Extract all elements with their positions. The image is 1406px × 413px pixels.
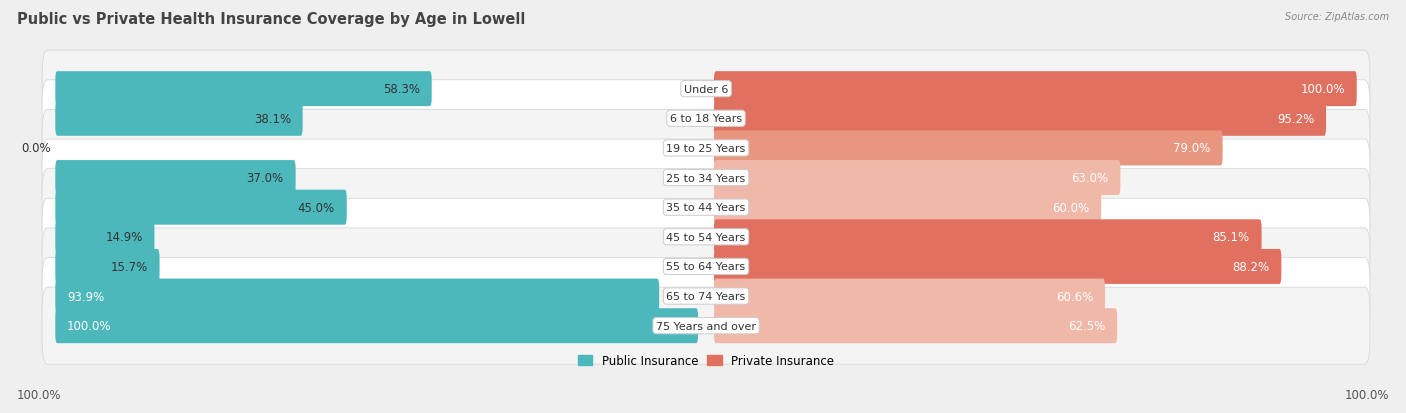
Text: Source: ZipAtlas.com: Source: ZipAtlas.com bbox=[1285, 12, 1389, 22]
Text: 0.0%: 0.0% bbox=[21, 142, 51, 155]
FancyBboxPatch shape bbox=[55, 309, 699, 343]
FancyBboxPatch shape bbox=[55, 161, 295, 195]
Text: 100.0%: 100.0% bbox=[1344, 388, 1389, 401]
FancyBboxPatch shape bbox=[714, 131, 1223, 166]
Text: 38.1%: 38.1% bbox=[253, 112, 291, 126]
FancyBboxPatch shape bbox=[42, 169, 1369, 246]
FancyBboxPatch shape bbox=[714, 102, 1326, 136]
FancyBboxPatch shape bbox=[55, 102, 302, 136]
Text: Under 6: Under 6 bbox=[683, 84, 728, 95]
Text: 15.7%: 15.7% bbox=[111, 260, 148, 273]
Text: 65 to 74 Years: 65 to 74 Years bbox=[666, 291, 745, 301]
Text: 75 Years and over: 75 Years and over bbox=[657, 321, 756, 331]
Legend: Public Insurance, Private Insurance: Public Insurance, Private Insurance bbox=[574, 350, 839, 372]
Text: 55 to 64 Years: 55 to 64 Years bbox=[666, 262, 745, 272]
FancyBboxPatch shape bbox=[714, 72, 1357, 107]
Text: 37.0%: 37.0% bbox=[246, 172, 284, 185]
Text: 100.0%: 100.0% bbox=[67, 319, 111, 332]
Text: 100.0%: 100.0% bbox=[17, 388, 62, 401]
Text: Public vs Private Health Insurance Coverage by Age in Lowell: Public vs Private Health Insurance Cover… bbox=[17, 12, 526, 27]
FancyBboxPatch shape bbox=[55, 190, 347, 225]
Text: 79.0%: 79.0% bbox=[1174, 142, 1211, 155]
FancyBboxPatch shape bbox=[55, 72, 432, 107]
FancyBboxPatch shape bbox=[714, 190, 1101, 225]
Text: 85.1%: 85.1% bbox=[1212, 231, 1250, 244]
FancyBboxPatch shape bbox=[714, 249, 1281, 284]
Text: 6 to 18 Years: 6 to 18 Years bbox=[671, 114, 742, 124]
FancyBboxPatch shape bbox=[55, 249, 159, 284]
Text: 95.2%: 95.2% bbox=[1277, 112, 1315, 126]
Text: 88.2%: 88.2% bbox=[1233, 260, 1270, 273]
Text: 19 to 25 Years: 19 to 25 Years bbox=[666, 144, 745, 154]
Text: 62.5%: 62.5% bbox=[1069, 319, 1105, 332]
Text: 35 to 44 Years: 35 to 44 Years bbox=[666, 203, 745, 213]
FancyBboxPatch shape bbox=[42, 258, 1369, 335]
Text: 93.9%: 93.9% bbox=[67, 290, 104, 303]
FancyBboxPatch shape bbox=[42, 110, 1369, 187]
FancyBboxPatch shape bbox=[55, 279, 659, 314]
Text: 100.0%: 100.0% bbox=[1301, 83, 1346, 96]
Text: 63.0%: 63.0% bbox=[1071, 172, 1108, 185]
Text: 60.0%: 60.0% bbox=[1052, 201, 1090, 214]
FancyBboxPatch shape bbox=[42, 81, 1369, 157]
Text: 14.9%: 14.9% bbox=[105, 231, 142, 244]
FancyBboxPatch shape bbox=[42, 287, 1369, 364]
FancyBboxPatch shape bbox=[42, 199, 1369, 275]
Text: 45.0%: 45.0% bbox=[298, 201, 335, 214]
FancyBboxPatch shape bbox=[55, 220, 155, 255]
Text: 58.3%: 58.3% bbox=[382, 83, 420, 96]
FancyBboxPatch shape bbox=[42, 228, 1369, 305]
Text: 60.6%: 60.6% bbox=[1056, 290, 1094, 303]
Text: 25 to 34 Years: 25 to 34 Years bbox=[666, 173, 745, 183]
Text: 45 to 54 Years: 45 to 54 Years bbox=[666, 232, 745, 242]
FancyBboxPatch shape bbox=[42, 140, 1369, 216]
FancyBboxPatch shape bbox=[714, 279, 1105, 314]
FancyBboxPatch shape bbox=[42, 51, 1369, 128]
FancyBboxPatch shape bbox=[714, 220, 1261, 255]
FancyBboxPatch shape bbox=[714, 309, 1118, 343]
FancyBboxPatch shape bbox=[714, 161, 1121, 195]
